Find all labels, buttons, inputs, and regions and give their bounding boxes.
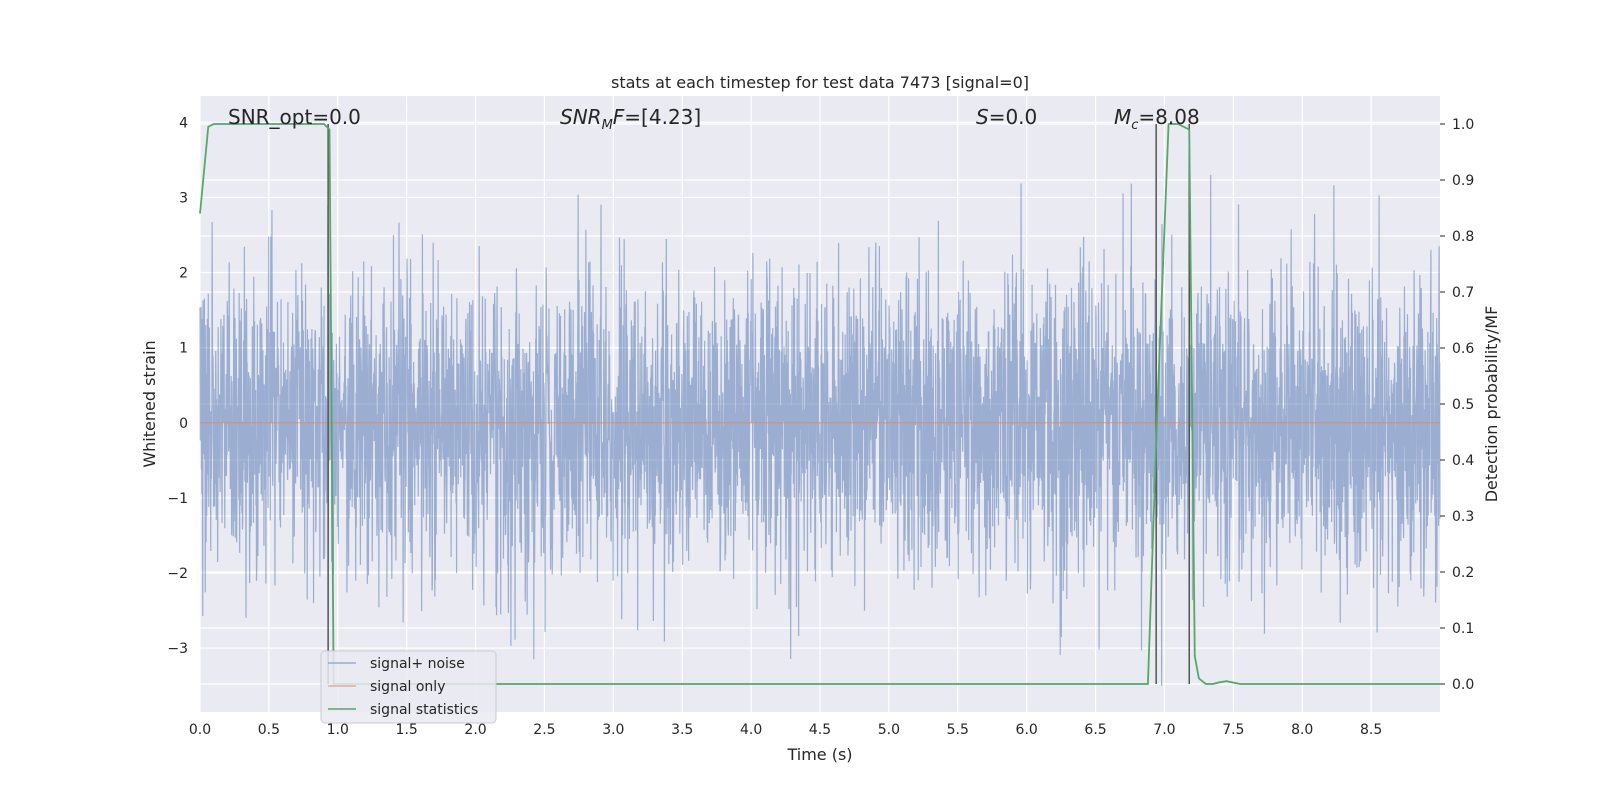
y2-axis-label: Detection probability/MF bbox=[1482, 306, 1501, 503]
y2-tick-label: 0.0 bbox=[1452, 677, 1474, 693]
x-tick-label: 1.5 bbox=[396, 722, 418, 738]
y2-tick-label: 0.7 bbox=[1452, 285, 1474, 301]
signal-noise-line bbox=[199, 174, 1441, 686]
legend-box bbox=[320, 650, 497, 724]
snr-mf-rest: F=[4.23] bbox=[613, 105, 701, 129]
x-tick-label: 2.0 bbox=[464, 722, 486, 738]
y-tick-label: 2 bbox=[179, 266, 188, 282]
y-axis-ticks: 4 3 2 1 0 −1 −2 −3 bbox=[167, 115, 188, 657]
y-tick-label: −3 bbox=[167, 641, 188, 657]
y2-tick-label: 0.2 bbox=[1452, 565, 1474, 581]
x-tick-label: 0.5 bbox=[258, 722, 280, 738]
signal-statistics-line bbox=[199, 123, 1440, 685]
s-main: S bbox=[976, 105, 989, 129]
s-rest: =0.0 bbox=[989, 105, 1038, 129]
vertical-markers bbox=[327, 124, 1190, 684]
x-axis-label: Time (s) bbox=[786, 745, 852, 764]
x-tick-label: 5.0 bbox=[878, 722, 900, 738]
y2-tick-label: 0.3 bbox=[1452, 509, 1474, 525]
y2-tick-label: 0.5 bbox=[1452, 397, 1474, 413]
y2-tick-label: 0.6 bbox=[1452, 341, 1474, 357]
x-tick-label: 3.0 bbox=[602, 722, 624, 738]
y-tick-label: 3 bbox=[179, 190, 188, 206]
chart-title: stats at each timestep for test data 747… bbox=[611, 73, 1029, 92]
x-tick-label: 1.0 bbox=[327, 722, 349, 738]
x-tick-label: 8.0 bbox=[1291, 722, 1313, 738]
signal-noise-series bbox=[199, 174, 1441, 686]
legend-label-signal-only: signal only bbox=[370, 679, 445, 695]
y-axis-label: Whitened strain bbox=[140, 340, 159, 467]
plot-area bbox=[199, 96, 1441, 712]
y2-axis-ticks: 1.0 0.9 0.8 0.7 0.6 0.5 0.4 0.3 0.2 0.1 0.0 bbox=[1440, 117, 1474, 693]
x-tick-label: 6.0 bbox=[1016, 722, 1038, 738]
snr-mf-base: SNR bbox=[560, 105, 602, 129]
annotation-snr-opt: SNR_opt=0.0 bbox=[228, 105, 361, 129]
legend: signal+ noise signal only signal statist… bbox=[320, 650, 497, 724]
x-tick-label: 6.5 bbox=[1084, 722, 1106, 738]
signal-statistics-series bbox=[199, 123, 1440, 685]
y-tick-label: −1 bbox=[167, 491, 188, 507]
y2-tick-label: 1.0 bbox=[1452, 117, 1474, 133]
y2-tick-label: 0.8 bbox=[1452, 229, 1474, 245]
y-tick-label: −2 bbox=[167, 566, 188, 582]
y2-tick-label: 0.1 bbox=[1452, 621, 1474, 637]
legend-label-signal-statistics: signal statistics bbox=[370, 702, 478, 718]
y-tick-label: 0 bbox=[179, 416, 188, 432]
mc-sub: c bbox=[1131, 118, 1138, 133]
y2-tick-label: 0.4 bbox=[1452, 453, 1474, 469]
x-tick-label: 5.5 bbox=[947, 722, 969, 738]
snr-mf-sub: M bbox=[602, 118, 613, 133]
mc-rest: =8.08 bbox=[1138, 105, 1199, 129]
annotation-s: S=0.0 bbox=[976, 105, 1037, 129]
x-tick-label: 8.5 bbox=[1360, 722, 1382, 738]
x-tick-label: 0.0 bbox=[189, 722, 211, 738]
mc-main: M bbox=[1114, 105, 1131, 129]
snr-mf-f: F bbox=[613, 105, 625, 129]
x-tick-label: 7.5 bbox=[1222, 722, 1244, 738]
x-tick-label: 7.0 bbox=[1153, 722, 1175, 738]
x-tick-label: 4.5 bbox=[809, 722, 831, 738]
x-tick-label: 4.0 bbox=[740, 722, 762, 738]
y2-tick-label: 0.9 bbox=[1452, 173, 1474, 189]
x-axis-ticks: 0.0 0.5 1.0 1.5 2.0 2.5 3.0 3.5 4.0 4.5 5.0 5.5 6.0 6… bbox=[189, 722, 1382, 738]
x-tick-label: 3.5 bbox=[671, 722, 693, 738]
legend-label-signal-noise: signal+ noise bbox=[370, 656, 465, 672]
annotation-snr-mf: SNRMF=[4.23] bbox=[560, 105, 701, 133]
annotation-mc: Mc=8.08 bbox=[1114, 105, 1200, 133]
y-tick-label: 1 bbox=[179, 341, 188, 357]
y-tick-label: 4 bbox=[179, 115, 188, 131]
x-tick-label: 2.5 bbox=[533, 722, 555, 738]
